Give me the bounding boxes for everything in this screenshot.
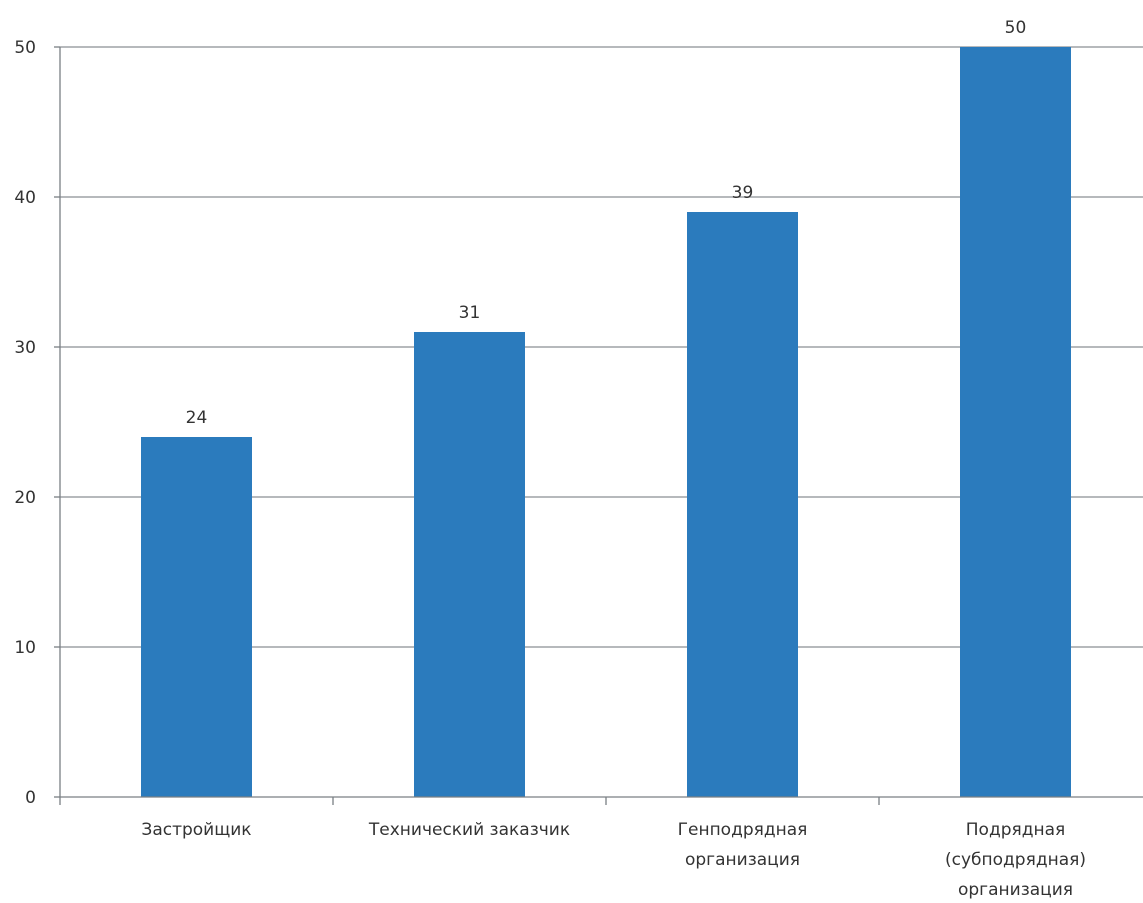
x-axis: [59, 47, 1143, 805]
x-category-label: организация: [958, 880, 1073, 900]
y-tick-label: 40: [14, 188, 36, 208]
bar-1: [141, 437, 252, 797]
x-category-label: Технический заказчик: [368, 820, 570, 840]
x-category-label: организация: [685, 850, 800, 870]
data-label-3: 39: [732, 183, 754, 203]
data-labels: 24 31 39 50: [186, 18, 1027, 428]
data-label-4: 50: [1005, 18, 1027, 38]
y-tick-label: 30: [14, 338, 36, 358]
data-label-2: 31: [459, 303, 481, 323]
y-tick-label: 20: [14, 488, 36, 508]
bars: [141, 47, 1071, 797]
x-category-label: Подрядная: [966, 820, 1065, 840]
x-category-label: (субподрядная): [945, 850, 1086, 870]
y-tick-label: 50: [14, 38, 36, 58]
bar-4: [960, 47, 1071, 797]
x-category-label: Застройщик: [141, 820, 251, 840]
bar-3: [687, 212, 798, 797]
y-tick-label: 10: [14, 638, 36, 658]
data-label-1: 24: [186, 408, 208, 428]
y-tick-label: 0: [25, 788, 36, 808]
x-category-label: Генподрядная: [678, 820, 808, 840]
bar-2: [414, 332, 525, 797]
y-axis-ticks: 0 10 20 30 40 50: [14, 38, 60, 808]
x-axis-labels: Застройщик Технический заказчик Генподрядн…: [141, 820, 1086, 900]
